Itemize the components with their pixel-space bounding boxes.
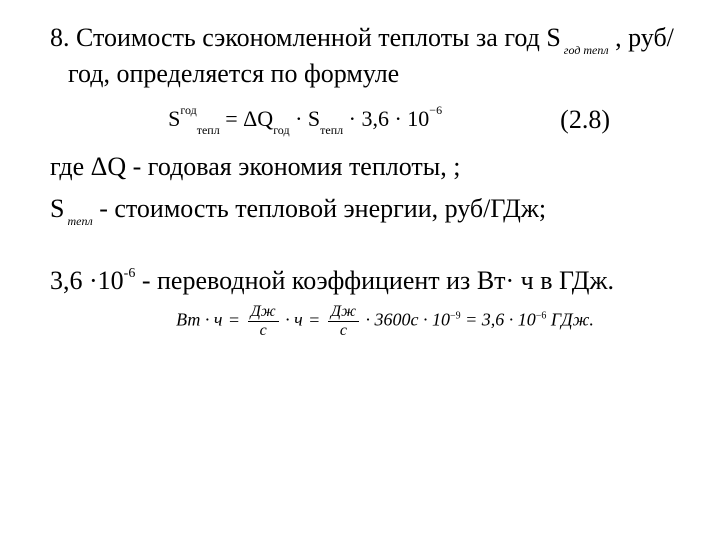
unit-frac2-num: Дж xyxy=(328,304,359,322)
paragraph-4: 3,6 ·10-6 - переводной коэффициент из Вт… xyxy=(50,263,680,298)
p3-subscript: тепл xyxy=(64,214,92,228)
eq-dQ-sub: год xyxy=(273,123,289,137)
p4-text-b: - переводной коэффициент из Вт· ч в ГДж. xyxy=(135,266,614,295)
unit-eq-sign-1: = xyxy=(229,310,244,330)
eq-equals: = xyxy=(220,106,243,131)
p1-subscript: год тепл xyxy=(561,43,609,57)
slide: 8. Стоимость сэкономленной теплоты за го… xyxy=(0,0,720,540)
p2-text-b: - годовая экономия теплоты, ; xyxy=(126,152,460,181)
eq-lhs-S: S xyxy=(168,106,180,131)
p2-text-a: где ΔQ xyxy=(50,152,126,181)
unit-frac1-den: с xyxy=(248,322,279,339)
eq-lhs-sub: тепл xyxy=(197,123,220,137)
unit-frac-2: Дж с xyxy=(328,304,359,339)
p3-text-b: - стоимость тепловой энергии, руб/ГДж; xyxy=(93,194,546,223)
spacer xyxy=(50,233,680,263)
unit-frac-1: Дж с xyxy=(248,304,279,339)
unit-tail: ГДж. xyxy=(551,310,594,330)
unit-frac2-den: с xyxy=(328,322,359,339)
unit-rhs: = 3,6 · 10 xyxy=(465,310,536,330)
eq-tail: · 3,6 · 10 xyxy=(343,106,429,131)
paragraph-3: S тепл - стоимость тепловой энергии, руб… xyxy=(50,191,680,227)
equation-number: (2.8) xyxy=(560,105,680,135)
eq-S2: S xyxy=(308,106,320,131)
unit-mid2-sup: −9 xyxy=(450,311,461,322)
paragraph-2: где ΔQ - годовая экономия теплоты, ; xyxy=(50,149,680,184)
unit-frac1-num: Дж xyxy=(248,304,279,322)
unit-mid1: · ч xyxy=(285,310,303,330)
p3-text-a: S xyxy=(50,194,64,223)
eq-dot1: · xyxy=(290,106,308,131)
eq-S2-sub: тепл xyxy=(320,123,343,137)
eq-dQ: ΔQ xyxy=(243,106,273,131)
unit-lhs: Вт · ч xyxy=(176,310,222,330)
paragraph-1: 8. Стоимость сэкономленной теплоты за го… xyxy=(50,20,680,91)
p4-text-a: 3,6 ·10 xyxy=(50,266,124,295)
p1-text-a: 8. Стоимость сэкономленной теплоты за го… xyxy=(50,23,561,52)
p4-superscript: -6 xyxy=(124,266,136,281)
equation-main: Sгодтепл = ΔQгод · Sтепл · 3,6 · 10−6 xyxy=(50,106,560,135)
equation-row: Sгодтепл = ΔQгод · Sтепл · 3,6 · 10−6 (2… xyxy=(50,105,680,135)
unit-mid2: · 3600с · 10 xyxy=(365,310,450,330)
eq-tail-sup: −6 xyxy=(429,103,442,117)
unit-eq-sign-2: = xyxy=(309,310,324,330)
unit-rhs-sup: −6 xyxy=(536,311,547,322)
unit-equation: Вт · ч = Дж с · ч = Дж с · 3600с · 10−9 … xyxy=(50,304,680,339)
eq-lhs-sup: год xyxy=(180,103,196,117)
